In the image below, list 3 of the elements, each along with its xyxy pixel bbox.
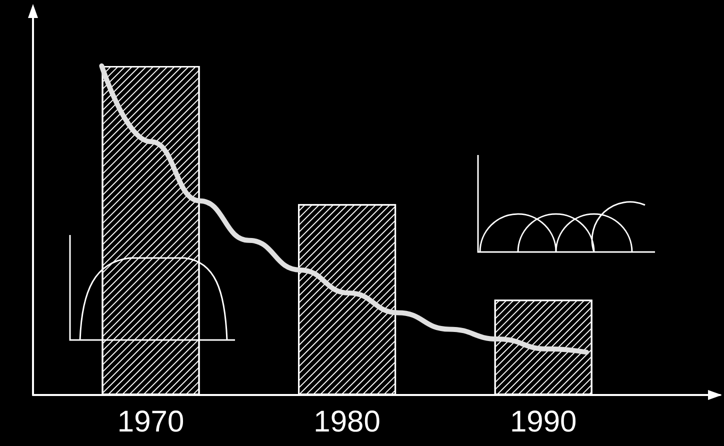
x-tick-label: 1980 [314,406,380,438]
x-tick-label: 1990 [510,406,577,438]
x-tick-label: 1970 [117,406,184,438]
